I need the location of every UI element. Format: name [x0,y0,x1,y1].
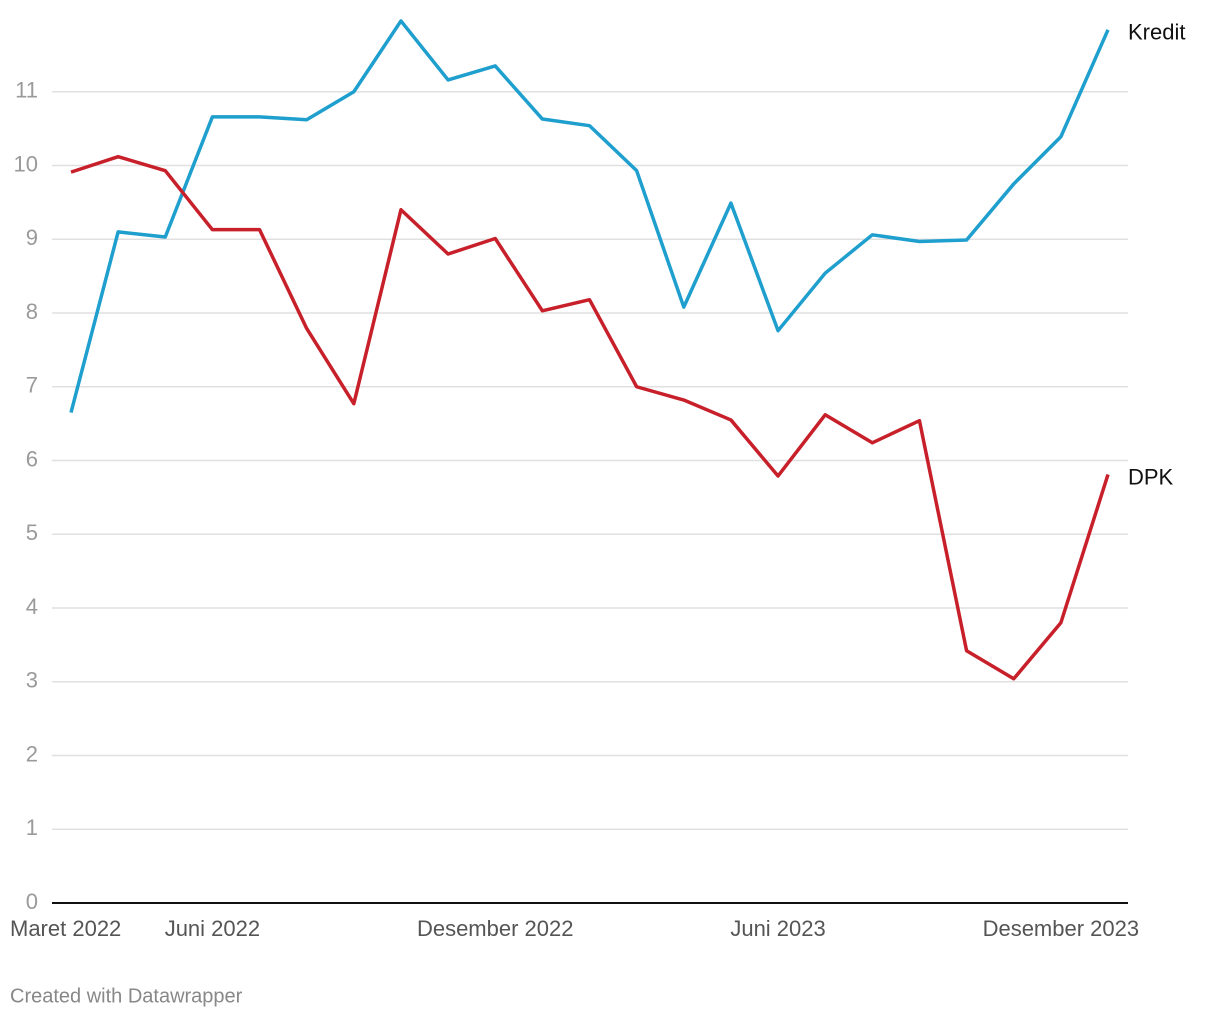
line [69,19,1110,414]
y-tick-label: 1 [26,815,38,840]
x-tick-label: Juni 2023 [730,916,825,941]
x-tick-label: Maret 2022 [10,916,121,941]
x-tick-label: Desember 2023 [983,916,1140,941]
y-tick-label: 8 [26,299,38,324]
x-tick-label: Desember 2022 [417,916,574,941]
y-tick-label: 4 [26,594,38,619]
credit: Created with Datawrapper [10,985,243,1007]
y-tick-label: 3 [26,668,38,693]
y-tick-label: 2 [26,741,38,766]
y-tick-label: 10 [14,151,38,176]
series-label: DPK [1128,464,1174,489]
y-tick-label: 5 [26,520,38,545]
line [70,154,1110,681]
x-tick-label: Juni 2022 [165,916,260,941]
y-tick-label: 0 [26,889,38,914]
y-tick-label: 9 [26,225,38,250]
y-tick-label: 11 [15,78,38,103]
y-tick-label: 7 [26,373,38,398]
y-tick-label: 6 [26,446,38,471]
series-label: Kredit [1128,20,1185,45]
